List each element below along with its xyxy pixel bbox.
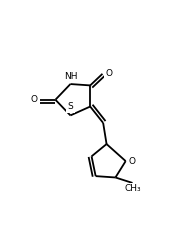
Text: NH: NH <box>64 72 77 81</box>
Text: CH₃: CH₃ <box>124 184 141 193</box>
Text: O: O <box>128 157 135 166</box>
Text: O: O <box>30 95 37 104</box>
Text: S: S <box>68 102 73 111</box>
Text: O: O <box>105 69 112 78</box>
